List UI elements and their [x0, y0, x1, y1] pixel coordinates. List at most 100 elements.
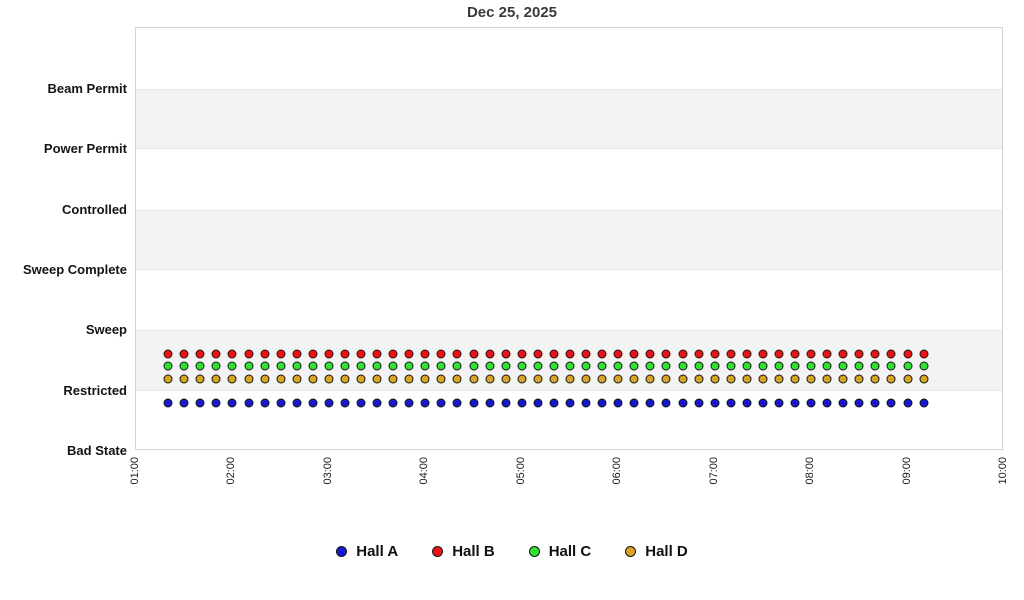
- data-point-hall-a: [758, 398, 768, 408]
- data-point-hall-d: [774, 374, 784, 384]
- data-point-hall-c: [195, 361, 205, 371]
- data-point-hall-a: [163, 398, 173, 408]
- data-point-hall-c: [420, 361, 430, 371]
- data-point-hall-a: [404, 398, 414, 408]
- x-axis-tick-label-0500: 05:00: [514, 457, 527, 485]
- data-point-hall-b: [372, 349, 382, 359]
- data-point-hall-b: [742, 349, 752, 359]
- data-point-hall-b: [356, 349, 366, 359]
- data-point-hall-c: [903, 361, 913, 371]
- plot-area: [135, 27, 1003, 450]
- data-point-hall-c: [533, 361, 543, 371]
- data-point-hall-a: [276, 398, 286, 408]
- data-point-hall-c: [356, 361, 366, 371]
- x-axis-tick-label-1000: 10:00: [997, 457, 1009, 485]
- data-point-hall-c: [260, 361, 270, 371]
- data-point-hall-b: [678, 349, 688, 359]
- data-point-hall-a: [870, 398, 880, 408]
- data-point-hall-c: [613, 361, 623, 371]
- legend-marker-hall-b: [432, 546, 444, 557]
- data-point-hall-b: [629, 349, 639, 359]
- data-point-hall-b: [661, 349, 671, 359]
- data-point-hall-a: [356, 398, 366, 408]
- data-point-hall-b: [613, 349, 623, 359]
- data-point-hall-b: [903, 349, 913, 359]
- data-point-hall-b: [838, 349, 848, 359]
- data-point-hall-d: [372, 374, 382, 384]
- data-point-hall-c: [806, 361, 816, 371]
- data-point-hall-d: [822, 374, 832, 384]
- data-point-hall-c: [597, 361, 607, 371]
- data-point-hall-d: [388, 374, 398, 384]
- data-point-hall-c: [790, 361, 800, 371]
- data-point-hall-c: [886, 361, 896, 371]
- data-point-hall-a: [806, 398, 816, 408]
- data-point-hall-d: [919, 374, 929, 384]
- data-point-hall-c: [469, 361, 479, 371]
- data-point-hall-d: [806, 374, 816, 384]
- data-point-hall-b: [919, 349, 929, 359]
- data-point-hall-b: [726, 349, 736, 359]
- data-point-hall-b: [822, 349, 832, 359]
- legend-label-hall-b: Hall B: [452, 543, 495, 560]
- data-point-hall-a: [694, 398, 704, 408]
- legend-item-hall-c: Hall C: [528, 543, 591, 560]
- data-point-hall-a: [854, 398, 864, 408]
- data-point-hall-b: [758, 349, 768, 359]
- y-axis-label-sweep-complete: Sweep Complete: [22, 262, 127, 277]
- data-point-hall-d: [501, 374, 511, 384]
- data-point-hall-c: [292, 361, 302, 371]
- data-point-hall-a: [211, 398, 221, 408]
- data-point-hall-a: [324, 398, 334, 408]
- data-point-hall-d: [356, 374, 366, 384]
- data-point-hall-b: [324, 349, 334, 359]
- data-point-hall-c: [726, 361, 736, 371]
- data-point-hall-b: [227, 349, 237, 359]
- data-point-hall-d: [742, 374, 752, 384]
- data-point-hall-a: [597, 398, 607, 408]
- data-point-hall-c: [276, 361, 286, 371]
- data-point-hall-d: [790, 374, 800, 384]
- data-point-hall-c: [324, 361, 334, 371]
- legend-item-hall-a: Hall A: [336, 543, 398, 560]
- data-point-hall-d: [629, 374, 639, 384]
- data-point-hall-a: [822, 398, 832, 408]
- y-axis-label-sweep: Sweep: [85, 322, 127, 338]
- data-point-hall-c: [758, 361, 768, 371]
- data-point-hall-d: [260, 374, 270, 384]
- legend-item-hall-b: Hall B: [432, 543, 495, 560]
- legend-marker-hall-d: [625, 546, 637, 557]
- data-point-hall-d: [710, 374, 720, 384]
- data-point-hall-b: [517, 349, 527, 359]
- data-point-hall-b: [404, 349, 414, 359]
- data-point-hall-c: [485, 361, 495, 371]
- data-point-hall-d: [597, 374, 607, 384]
- data-point-hall-a: [678, 398, 688, 408]
- data-point-hall-a: [195, 398, 205, 408]
- data-point-hall-a: [838, 398, 848, 408]
- data-point-hall-b: [694, 349, 704, 359]
- data-point-hall-a: [469, 398, 479, 408]
- data-point-hall-b: [501, 349, 511, 359]
- data-point-hall-c: [501, 361, 511, 371]
- data-point-hall-d: [870, 374, 880, 384]
- data-point-hall-d: [340, 374, 350, 384]
- data-point-hall-c: [870, 361, 880, 371]
- data-point-hall-a: [308, 398, 318, 408]
- data-point-hall-c: [244, 361, 254, 371]
- data-point-hall-a: [244, 398, 254, 408]
- data-point-hall-b: [211, 349, 221, 359]
- data-point-hall-d: [517, 374, 527, 384]
- data-point-hall-c: [581, 361, 591, 371]
- data-point-hall-c: [340, 361, 350, 371]
- data-point-hall-b: [533, 349, 543, 359]
- y-axis-label-power-permit: Power Permit: [43, 141, 127, 157]
- data-point-hall-b: [244, 349, 254, 359]
- data-point-hall-a: [549, 398, 559, 408]
- data-point-hall-d: [469, 374, 479, 384]
- data-point-hall-d: [549, 374, 559, 384]
- data-point-hall-b: [870, 349, 880, 359]
- legend-label-hall-a: Hall A: [356, 543, 399, 560]
- data-point-hall-c: [436, 361, 446, 371]
- data-point-hall-a: [517, 398, 527, 408]
